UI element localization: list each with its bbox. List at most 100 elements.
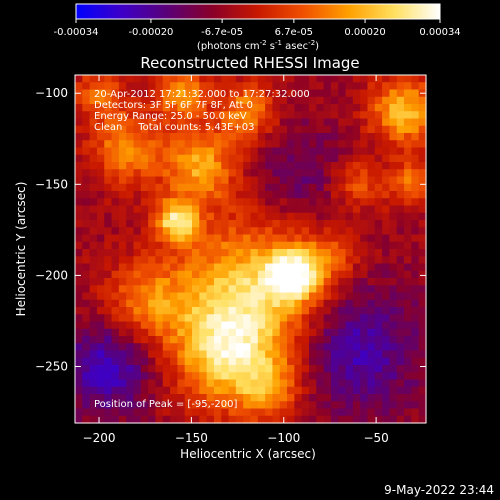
heatmap-cell xyxy=(82,176,91,185)
heatmap-cell xyxy=(338,379,347,388)
heatmap-cell xyxy=(75,191,83,199)
colorbar-gradient xyxy=(75,3,441,20)
heatmap-cell xyxy=(330,365,339,373)
heatmap-cell xyxy=(82,394,91,402)
heatmap-cell xyxy=(352,111,361,120)
heatmap-cell xyxy=(272,314,281,323)
heatmap-cell xyxy=(104,111,113,120)
heatmap-cell xyxy=(382,162,391,170)
heatmap-cell xyxy=(309,415,317,424)
heatmap-cell xyxy=(96,198,105,207)
heatmap-cell xyxy=(272,220,281,228)
heatmap-cell xyxy=(360,118,369,127)
heatmap-cell xyxy=(155,205,164,214)
heatmap-cell xyxy=(323,234,332,243)
heatmap-cell xyxy=(272,394,281,402)
heatmap-cell xyxy=(118,104,127,112)
heatmap-cell xyxy=(96,147,105,156)
heatmap-cell xyxy=(301,154,310,163)
heatmap-cell xyxy=(243,75,252,83)
heatmap-cell xyxy=(82,89,91,98)
heatmap-cell xyxy=(279,96,288,105)
footer-timestamp: 9-May-2022 23:44 xyxy=(384,483,494,497)
heatmap-cell xyxy=(396,350,405,359)
heatmap-cell xyxy=(148,415,157,424)
heatmap-cell xyxy=(221,191,230,199)
heatmap-cell xyxy=(170,241,178,250)
heatmap-cell xyxy=(279,307,288,315)
heatmap-cell xyxy=(170,133,178,141)
heatmap-cell xyxy=(148,256,157,265)
heatmap-cell xyxy=(140,234,149,243)
heatmap-cell xyxy=(89,176,98,185)
heatmap-cell xyxy=(82,401,91,410)
heatmap-cell xyxy=(148,314,157,323)
heatmap-cell xyxy=(235,147,244,156)
heatmap-cell xyxy=(396,220,405,228)
heatmap-cell xyxy=(287,256,295,265)
heatmap-cell xyxy=(104,249,113,257)
heatmap-cell xyxy=(309,111,317,120)
heatmap-cell xyxy=(170,299,178,308)
heatmap-cell xyxy=(243,401,252,410)
heatmap-cell xyxy=(404,357,412,366)
heatmap-cell xyxy=(192,415,200,424)
heatmap-cell xyxy=(221,162,230,170)
heatmap-cell xyxy=(360,278,369,286)
heatmap-cell xyxy=(170,401,178,410)
heatmap-cell xyxy=(199,365,208,373)
heatmap-cell xyxy=(235,234,244,243)
heatmap-cell xyxy=(287,401,295,410)
heatmap-cell xyxy=(140,249,149,257)
heatmap-cell xyxy=(316,408,325,417)
heatmap-cell xyxy=(374,75,383,83)
heatmap-cell xyxy=(382,408,391,417)
heatmap-cell xyxy=(330,336,339,344)
heatmap-cell xyxy=(404,220,412,228)
heatmap-cell xyxy=(360,125,369,134)
heatmap-cell xyxy=(89,263,98,272)
heatmap-cell xyxy=(228,183,237,192)
heatmap-cell xyxy=(418,154,427,163)
heatmap-cell xyxy=(250,394,259,402)
heatmap-cell xyxy=(250,336,259,344)
heatmap-cell xyxy=(235,386,244,395)
heatmap-cell xyxy=(279,220,288,228)
heatmap-cell xyxy=(140,307,149,315)
heatmap-cell xyxy=(323,365,332,373)
heatmap-cell xyxy=(177,379,186,388)
heatmap-cell xyxy=(104,292,113,301)
heatmap-cell xyxy=(235,205,244,214)
heatmap-cell xyxy=(140,336,149,344)
heatmap-cell xyxy=(411,104,420,112)
heatmap-cell xyxy=(243,147,252,156)
heatmap-cell xyxy=(265,314,274,323)
heatmap-cell xyxy=(411,241,420,250)
heatmap-cell xyxy=(316,365,325,373)
heatmap-cell xyxy=(316,147,325,156)
heatmap-cell xyxy=(148,270,157,279)
heatmap-cell xyxy=(338,140,347,149)
heatmap-cell xyxy=(374,212,383,221)
heatmap-cell xyxy=(213,307,222,315)
heatmap-cell xyxy=(126,357,135,366)
heatmap-cell xyxy=(411,365,420,373)
heatmap-cell xyxy=(418,401,427,410)
heatmap-cell xyxy=(367,220,376,228)
heatmap-cell xyxy=(352,96,361,105)
heatmap-cell xyxy=(265,278,274,286)
heatmap-cell xyxy=(162,343,171,352)
heatmap-cell xyxy=(389,263,398,272)
heatmap-cell xyxy=(148,82,157,91)
heatmap-cell xyxy=(82,270,91,279)
heatmap-cell xyxy=(265,350,274,359)
heatmap-cell xyxy=(338,408,347,417)
heatmap-cell xyxy=(140,89,149,98)
heatmap-cell xyxy=(133,118,142,127)
heatmap-cell xyxy=(104,379,113,388)
heatmap-cell xyxy=(82,321,91,330)
heatmap-cell xyxy=(294,140,303,149)
heatmap-cell xyxy=(228,89,237,98)
heatmap-cell xyxy=(96,111,105,120)
heatmap-cell xyxy=(367,415,376,424)
